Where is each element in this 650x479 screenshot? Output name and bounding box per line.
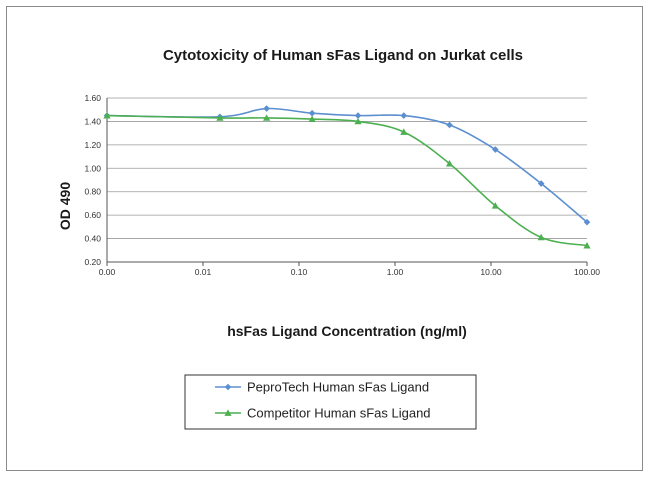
legend-label: Competitor Human sFas Ligand <box>247 406 431 421</box>
y-tick-label: 1.40 <box>84 116 101 126</box>
series-line <box>106 114 588 247</box>
x-tick-label: 100.00 <box>574 267 600 277</box>
y-tick-label: 1.00 <box>84 163 101 173</box>
y-tick-label: 0.20 <box>84 257 101 267</box>
legend: PeproTech Human sFas Ligand Competitor Hu… <box>184 374 477 430</box>
data-point <box>537 233 545 241</box>
series-line <box>106 107 588 223</box>
data-point <box>400 128 408 135</box>
legend-swatch-marker <box>224 383 232 391</box>
x-tick-label: 0.00 <box>99 267 116 277</box>
series-1 <box>103 105 591 226</box>
data-point <box>308 115 316 122</box>
legend-swatch-marker <box>224 409 232 416</box>
x-tick-label: 0.10 <box>291 267 308 277</box>
x-axis-label: hsFas Ligand Concentration (ng/ml) <box>227 323 467 339</box>
chart-title: Cytotoxicity of Human sFas Ligand on Jur… <box>163 47 523 64</box>
data-series <box>103 105 591 249</box>
data-point <box>583 218 591 226</box>
x-tick-label: 10.00 <box>480 267 502 277</box>
gridlines <box>107 97 587 239</box>
data-point <box>354 117 362 125</box>
data-point <box>308 109 316 117</box>
data-point <box>446 121 453 129</box>
data-point <box>263 114 271 121</box>
data-point <box>583 242 591 249</box>
y-tick-label: 0.40 <box>84 234 101 244</box>
legend-item-2: Competitor Human sFas Ligand <box>215 406 431 421</box>
data-point <box>491 202 499 209</box>
legend-label: PeproTech Human sFas Ligand <box>247 380 429 395</box>
y-tick-label: 0.80 <box>84 187 101 197</box>
y-axis-label: OD 490 <box>57 182 73 230</box>
y-tick-label: 1.60 <box>84 93 101 103</box>
data-point <box>354 112 362 119</box>
legend-box <box>184 374 477 430</box>
x-tick-label: 1.00 <box>387 267 404 277</box>
data-point <box>263 105 270 112</box>
axes <box>106 98 588 266</box>
data-point <box>103 111 111 119</box>
tick-labels: 1.60 1.40 1.20 1.00 0.80 0.60 0.40 0.200.00 0.01… <box>84 93 600 277</box>
data-point <box>537 180 545 187</box>
data-point <box>400 112 408 119</box>
y-tick-label: 0.60 <box>84 210 101 220</box>
data-point <box>445 160 454 167</box>
legend-item-1: PeproTech Human sFas Ligand <box>215 380 429 395</box>
data-point <box>492 146 499 153</box>
series-2 <box>103 111 591 249</box>
y-tick-label: 1.20 <box>84 140 101 150</box>
data-point <box>216 114 224 121</box>
x-tick-label: 0.01 <box>195 267 212 277</box>
